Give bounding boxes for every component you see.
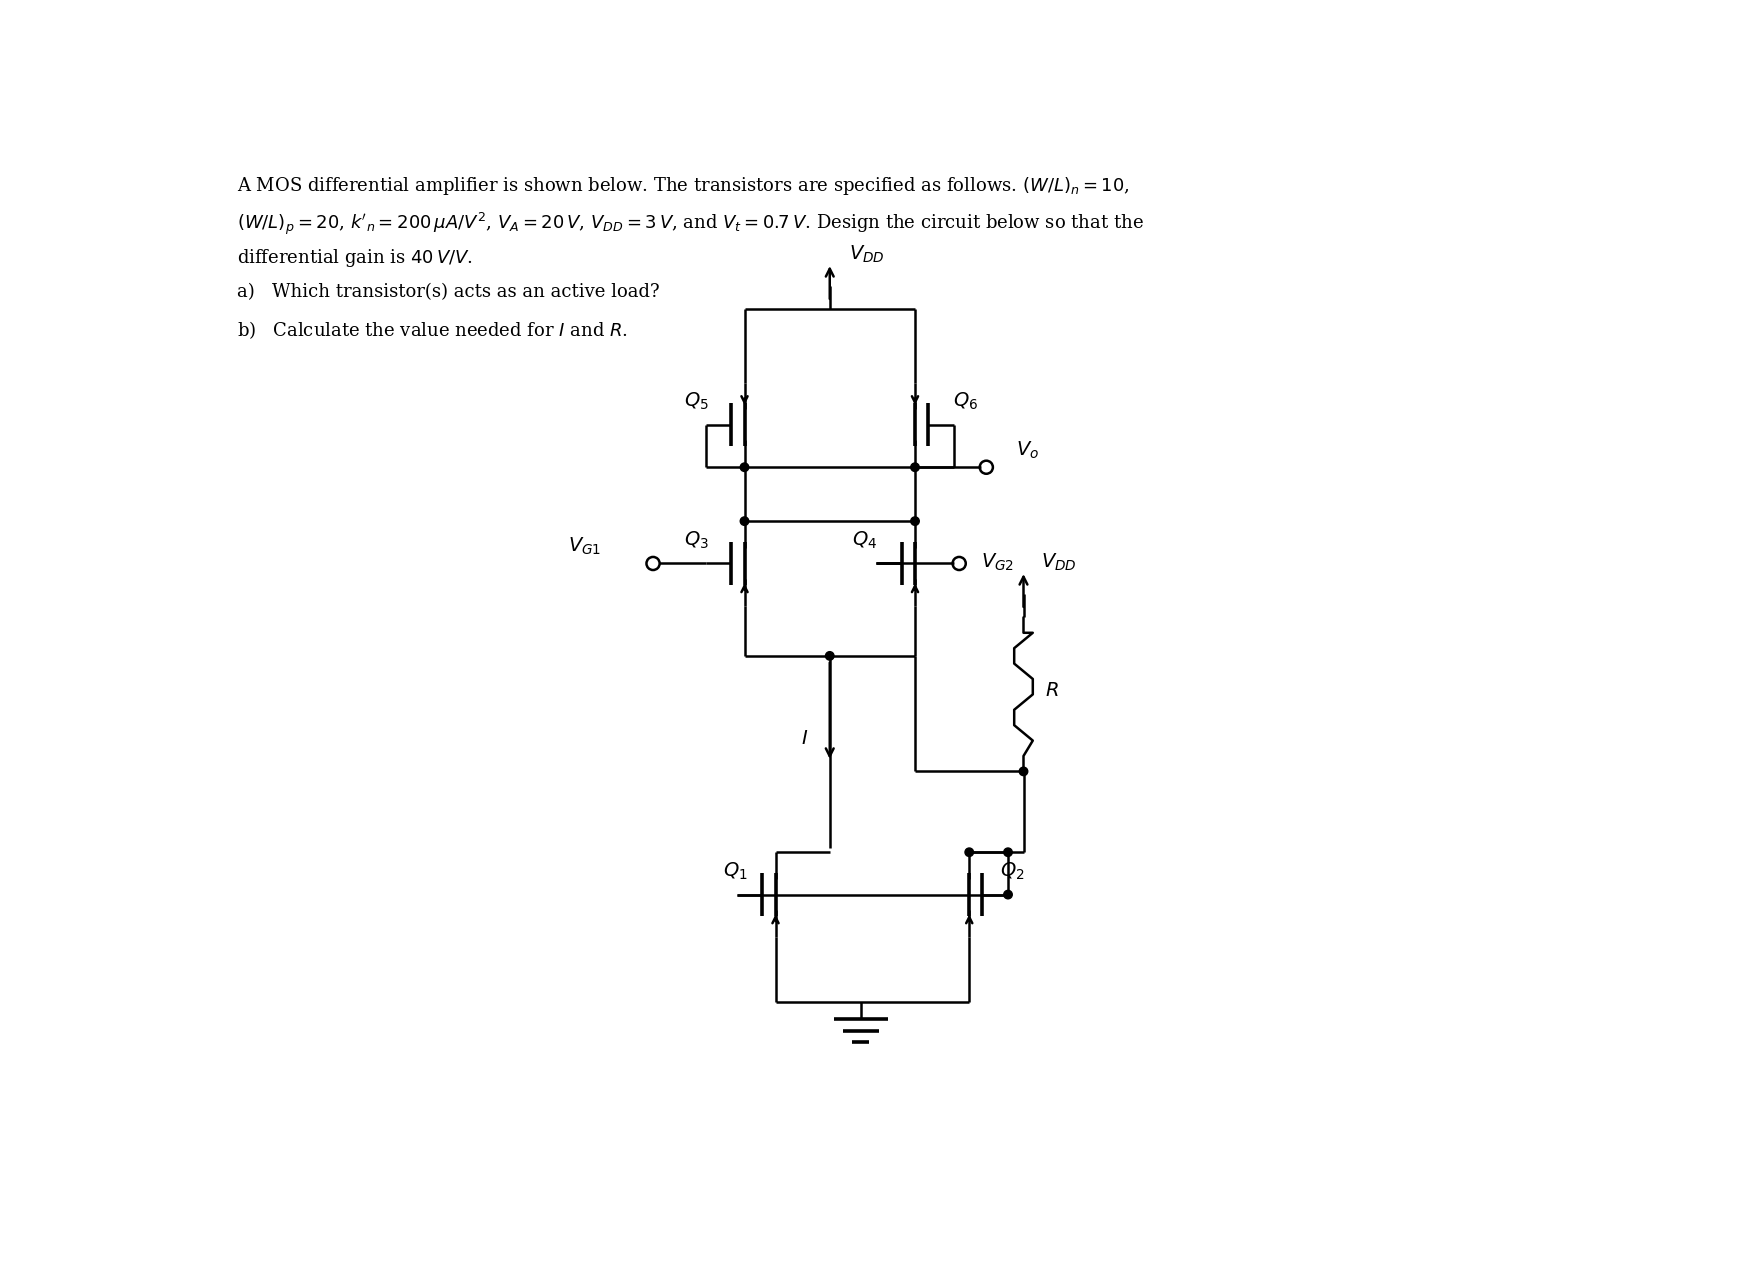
Circle shape	[1003, 890, 1012, 899]
Circle shape	[909, 463, 918, 472]
Circle shape	[1003, 847, 1012, 856]
Text: b)   Calculate the value needed for $I$ and $R$.: b) Calculate the value needed for $I$ an…	[237, 319, 628, 341]
Text: $V_{G2}$: $V_{G2}$	[981, 551, 1014, 573]
Text: $Q_4$: $Q_4$	[852, 529, 876, 551]
Circle shape	[909, 517, 918, 526]
Circle shape	[1019, 767, 1028, 776]
Text: a)   Which transistor(s) acts as an active load?: a) Which transistor(s) acts as an active…	[237, 283, 659, 301]
Text: A MOS differential amplifier is shown below. The transistors are specified as fo: A MOS differential amplifier is shown be…	[237, 174, 1129, 196]
Circle shape	[965, 847, 972, 856]
Text: $R$: $R$	[1045, 682, 1059, 700]
Circle shape	[739, 463, 748, 472]
Text: $I$: $I$	[800, 729, 807, 747]
Text: $Q_6$: $Q_6$	[953, 391, 977, 413]
Text: $Q_1$: $Q_1$	[722, 860, 748, 882]
Text: $Q_3$: $Q_3$	[683, 529, 708, 551]
Text: $V_o$: $V_o$	[1016, 440, 1038, 462]
Text: differential gain is $40\,V/V$.: differential gain is $40\,V/V$.	[237, 247, 473, 269]
Text: $V_{DD}$: $V_{DD}$	[849, 244, 885, 264]
Text: $V_{DD}$: $V_{DD}$	[1040, 551, 1076, 573]
Text: $Q_2$: $Q_2$	[998, 860, 1024, 882]
Text: $V_{G1}$: $V_{G1}$	[567, 536, 600, 558]
Circle shape	[824, 651, 833, 660]
Text: $(W/L)_p = 20$, $k'_n = 200\,\mu A / V^2$, $V_A = 20\,V$, $V_{DD} = 3\,V$, and $: $(W/L)_p = 20$, $k'_n = 200\,\mu A / V^2…	[237, 210, 1143, 237]
Circle shape	[739, 517, 748, 526]
Text: $Q_5$: $Q_5$	[683, 391, 708, 413]
